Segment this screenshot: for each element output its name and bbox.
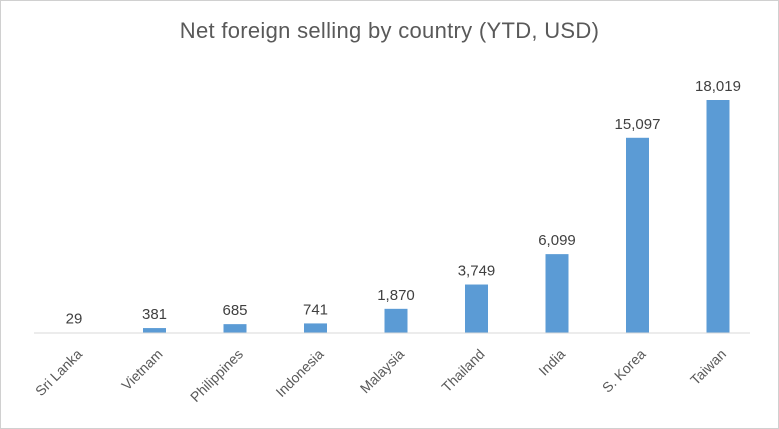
value-labels-group: 29 381 685 741 1,870 3,749 6,099 15,097 18,019 xyxy=(66,78,741,328)
bar-philippines xyxy=(223,324,247,333)
value-label-philippines: 685 xyxy=(222,302,247,319)
bar-malaysia xyxy=(384,308,408,333)
category-label-thailand: Thailand xyxy=(438,346,487,395)
value-label-s-korea: 15,097 xyxy=(615,116,661,133)
bars-group xyxy=(62,100,730,333)
category-label-india: India xyxy=(535,346,568,379)
bar-thailand xyxy=(465,284,488,333)
value-label-india: 6,099 xyxy=(538,232,576,249)
bar-indonesia xyxy=(304,323,327,333)
bar-india xyxy=(545,254,569,333)
value-label-taiwan: 18,019 xyxy=(695,78,741,95)
category-label-philippines: Philippines xyxy=(187,346,246,405)
value-label-vietnam: 381 xyxy=(142,306,167,323)
category-label-vietnam: Vietnam xyxy=(118,346,165,393)
value-label-sri-lanka: 29 xyxy=(66,311,83,328)
category-label-s-korea: S. Korea xyxy=(599,346,649,396)
bar-s-korea xyxy=(626,137,649,333)
category-labels-group: Sri Lanka Vietnam Philippines Indonesia Mala… xyxy=(32,346,729,405)
bar-taiwan xyxy=(706,100,730,333)
value-label-thailand: 3,749 xyxy=(458,263,496,280)
value-label-malaysia: 1,870 xyxy=(377,287,415,304)
category-label-taiwan: Taiwan xyxy=(687,346,729,388)
value-label-indonesia: 741 xyxy=(303,301,328,318)
category-label-sri-lanka: Sri Lanka xyxy=(32,346,85,399)
category-label-malaysia: Malaysia xyxy=(357,346,408,397)
bar-vietnam xyxy=(143,328,166,333)
category-label-indonesia: Indonesia xyxy=(272,346,326,400)
chart-title: Net foreign selling by country (YTD, USD… xyxy=(179,18,600,43)
